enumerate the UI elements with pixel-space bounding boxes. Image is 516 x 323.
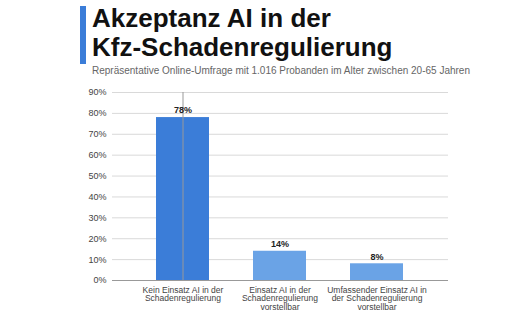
svg-text:Einsatz AI in derSchadenreguli: Einsatz AI in derSchadenregulierungvorst… <box>242 285 318 312</box>
svg-text:0%: 0% <box>93 275 106 285</box>
svg-text:Kein Einsatz AI in derSchadenr: Kein Einsatz AI in derSchadenregulierung <box>143 285 224 304</box>
svg-text:30%: 30% <box>88 213 106 223</box>
svg-text:14%: 14% <box>271 239 289 249</box>
svg-text:70%: 70% <box>88 129 106 139</box>
html-text:Repräsentative Online-Umfrage: Repräsentative Online-Umfrage mit 1.016 … <box>92 65 470 76</box>
svg-text:8%: 8% <box>370 252 383 262</box>
svg-text:10%: 10% <box>88 254 106 264</box>
svg-text:Umfassender Einsatz AI inder S: Umfassender Einsatz AI inder Schadenregu… <box>327 285 427 312</box>
svg-text:50%: 50% <box>88 171 106 181</box>
svg-text:40%: 40% <box>88 192 106 202</box>
svg-text:20%: 20% <box>88 234 106 244</box>
svg-text:90%: 90% <box>88 87 106 97</box>
svg-text:80%: 80% <box>88 108 106 118</box>
html-text:Akzeptanz AI in der: Akzeptanz AI in der <box>92 3 331 33</box>
html-text:Kfz-Schadenregulierung: Kfz-Schadenregulierung <box>92 32 393 62</box>
svg-text:60%: 60% <box>88 150 106 160</box>
svg-text:78%: 78% <box>174 105 192 115</box>
